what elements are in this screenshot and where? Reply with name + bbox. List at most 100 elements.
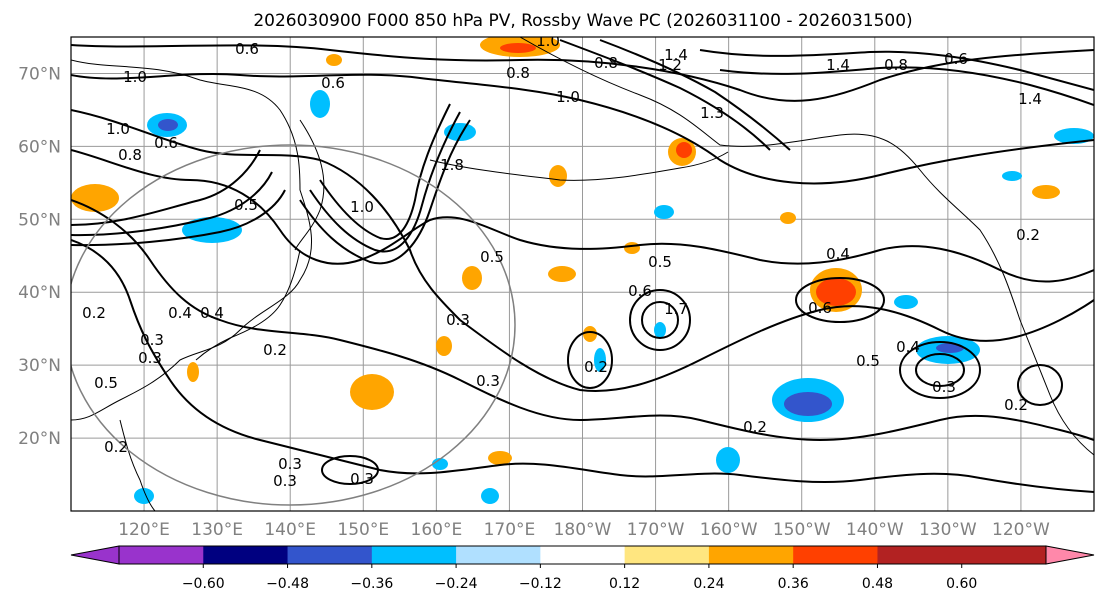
coastline-asia: [71, 59, 313, 421]
pc-shading: [71, 37, 1094, 504]
contour-label: 0.3: [476, 372, 500, 390]
longitude-labels: 120°E 130°E 140°E 150°E 160°E 170°E 180°W 170°W…: [118, 520, 1050, 540]
contour-label: 0.2: [104, 438, 128, 456]
neg-anomaly: [594, 348, 606, 372]
figure-title: 2026030900 F000 850 hPa PV, Rossby Wave …: [253, 11, 912, 31]
neg-anomaly: [654, 205, 674, 219]
pos-anomaly-core: [676, 142, 692, 158]
pos-anomaly: [462, 266, 482, 290]
contour-label: 1.4: [826, 56, 850, 74]
coastlines: [71, 37, 1094, 511]
neg-anomaly: [481, 488, 499, 504]
contour-label: 0.3: [446, 311, 470, 329]
pv-contour: [567, 331, 613, 389]
colorbar: −0.60 −0.48 −0.36 −0.24 −0.12 0.12 0.24 0.36 0.4…: [70, 545, 1095, 592]
pv-contour: [699, 49, 1094, 91]
pv-contour: [319, 103, 451, 240]
contour-label: 0.4: [200, 304, 224, 322]
colorbar-tick-label: −0.48: [266, 576, 309, 592]
pv-contour: [321, 455, 379, 485]
colorbar-tick-label: 0.48: [862, 576, 893, 592]
latitude-labels: 70°N 60°N 50°N 40°N 30°N 20°N: [18, 64, 61, 449]
pv-contour: [1017, 364, 1063, 406]
pv-contour: [641, 301, 679, 339]
contour-label: 0.2: [1016, 226, 1040, 244]
colorbar-tick-label: −0.24: [435, 576, 478, 592]
contour-label: 0.2: [743, 418, 767, 436]
lat-label: 30°N: [18, 356, 61, 376]
colorbar-box: [119, 546, 204, 564]
coastline-kamchatka: [294, 119, 325, 251]
contour-label: 1.0: [106, 120, 130, 138]
contour-label: 0.3: [140, 331, 164, 349]
pv-contour: [71, 109, 1094, 392]
pv-contour: [71, 199, 1094, 442]
contour-labels: 0.6 1.0 1.0 1.4 1.2 0.8 1.0 0.8 0.6 0.5 …: [82, 37, 1042, 490]
contour-label: 1.0: [123, 68, 147, 86]
pos-anomaly-core: [816, 278, 856, 306]
colorbar-box: [877, 546, 963, 564]
neg-anomaly-core: [158, 119, 178, 131]
pos-anomaly: [780, 212, 796, 224]
lon-label: 130°W: [919, 520, 977, 540]
colorbar-box: [203, 546, 289, 564]
pv-contour: [299, 119, 471, 265]
contour-label: 0.8: [506, 64, 530, 82]
lat-label: 40°N: [18, 283, 61, 303]
pv-contour: [795, 277, 885, 323]
colorbar-box: [371, 546, 457, 564]
colorbar-box: [961, 546, 1047, 564]
neg-anomaly: [182, 217, 242, 243]
contour-label: 0.3: [350, 470, 374, 488]
pos-anomaly: [583, 326, 597, 342]
lon-label: 120°W: [992, 520, 1050, 540]
colorbar-box: [793, 546, 878, 564]
neg-anomaly: [432, 458, 448, 470]
neg-anomaly: [310, 90, 330, 118]
contour-label: 0.3: [278, 455, 302, 473]
neg-anomaly-core: [936, 343, 964, 353]
lon-label: 150°E: [337, 520, 389, 540]
colorbar-tick-label: 0.24: [693, 576, 724, 592]
contour-label: 0.6: [321, 74, 345, 92]
contour-label: 0.4: [168, 304, 192, 322]
coastline-alaska: [519, 37, 1021, 321]
pv-contour: [915, 353, 965, 387]
colorbar-tick-label: 0.12: [609, 576, 640, 592]
colorbar-tick-label: −0.36: [350, 576, 393, 592]
colorbar-box: [456, 546, 541, 564]
pv-contour: [559, 39, 771, 151]
colorbar-box: [624, 546, 710, 564]
pv-contour: [629, 289, 691, 351]
pos-anomaly: [548, 266, 576, 282]
coastline-japan: [195, 249, 301, 361]
coastline-philippines: [119, 419, 156, 511]
coastline-na-west: [1019, 319, 1094, 456]
contour-label: 0.5: [234, 196, 258, 214]
contour-label: 0.2: [1004, 396, 1028, 414]
contour-label: 0.6: [154, 134, 178, 152]
pv-contour: [71, 149, 261, 226]
contour-label: 0.2: [263, 341, 287, 359]
contour-label: 1.4: [664, 46, 688, 64]
pos-anomaly: [436, 336, 452, 356]
pv-contour: [71, 72, 1094, 185]
colorbar-tick-label: −0.60: [182, 576, 225, 592]
neg-anomaly: [134, 488, 154, 504]
pos-anomaly: [326, 54, 342, 66]
contour-label: 1.7: [664, 300, 688, 318]
neg-anomaly: [716, 447, 740, 473]
colorbar-outline: [118, 545, 1047, 565]
pos-anomaly: [1032, 185, 1060, 199]
lon-label: 150°W: [773, 520, 831, 540]
map-frame: [70, 36, 1095, 512]
lat-label: 50°N: [18, 210, 61, 230]
pos-anomaly: [549, 165, 567, 187]
coastline-aleutians: [429, 151, 729, 181]
colorbar-tick-label: 0.36: [778, 576, 809, 592]
lon-label: 140°E: [264, 520, 316, 540]
pv-contour: [71, 44, 1094, 102]
contour-label: 0.8: [594, 54, 618, 72]
pos-anomaly-core: [500, 43, 536, 53]
contour-label: 0.5: [94, 374, 118, 392]
